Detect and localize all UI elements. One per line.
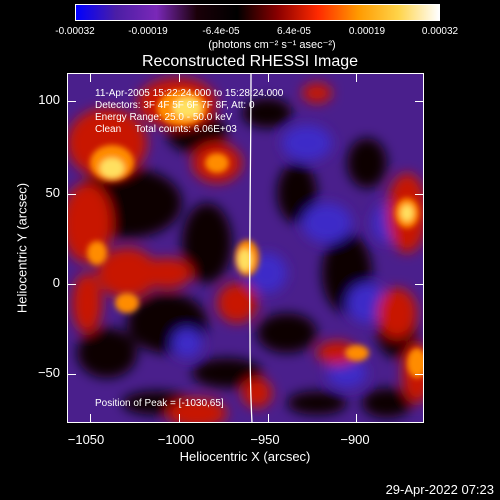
image-blob — [97, 248, 157, 298]
colorbar-units-label: (photons cm⁻² s⁻¹ asec⁻²) — [208, 39, 336, 51]
image-title: Reconstructed RHESSI Image — [141, 53, 359, 70]
image-blob — [287, 391, 347, 415]
colorbar-tick-label: -6.4e-05 — [202, 26, 240, 37]
image-blob — [72, 273, 102, 333]
y-tick-label: 50 — [45, 185, 60, 200]
time-range-label: 11-Apr-2005 15:22:24.000 to 15:28:24.000 — [95, 88, 284, 99]
y-tick-label: 100 — [38, 92, 60, 107]
image-blob — [205, 153, 229, 173]
x-tick-label: −1000 — [157, 432, 195, 447]
image-blob — [192, 358, 262, 388]
x-tick-label: −1050 — [67, 432, 105, 447]
x-axis-label: Heliocentric X (arcsec) — [179, 449, 311, 464]
x-tick-label: −950 — [250, 432, 280, 447]
energy-range-label: Energy Range: 25.0 - 50.0 keV — [95, 112, 233, 123]
image-blob — [277, 163, 317, 223]
method-counts-label: Clean Total counts: 6.06E+03 — [95, 124, 237, 135]
colorbar-tick-label: 6.4e-05 — [277, 26, 311, 37]
image-blob — [182, 203, 232, 283]
image-blob — [401, 205, 413, 221]
peak-position-label: Position of Peak = [-1030,65] — [95, 398, 224, 409]
image-blob — [142, 258, 192, 288]
rhessi-image[interactable]: 11-Apr-2005 15:22:24.000 to 15:28:24.000… — [67, 73, 424, 423]
image-blob — [115, 293, 139, 313]
y-tick-label: −50 — [37, 365, 60, 380]
image-blob — [345, 345, 369, 361]
image-blob — [242, 98, 292, 128]
image-blob — [242, 378, 272, 408]
colorbar-tick-label: 0.00019 — [348, 26, 386, 37]
image-blob — [327, 358, 367, 388]
y-axis-label: Heliocentric Y (arcsec) — [14, 182, 30, 314]
solar-limb-line — [249, 73, 253, 423]
render-timestamp: 29-Apr-2022 07:23 — [385, 482, 494, 497]
image-blob — [257, 313, 317, 353]
x-tick-label: −900 — [340, 432, 370, 447]
image-blob — [217, 283, 257, 323]
colorbar-tick-label: 0.00032 — [421, 26, 459, 37]
image-blob — [317, 341, 357, 365]
colorbar-tick-label: -0.00032 — [55, 26, 95, 37]
image-blob — [302, 203, 352, 243]
image-blob — [238, 249, 252, 271]
image-blob — [377, 288, 417, 338]
colorbar-tick-label: -0.00019 — [128, 26, 168, 37]
image-blob — [167, 398, 227, 423]
image-blob — [407, 348, 424, 378]
colorbar — [75, 4, 440, 21]
image-blob — [100, 158, 124, 178]
image-blob — [282, 125, 332, 161]
image-blob — [362, 388, 412, 418]
image-blob — [302, 83, 332, 103]
y-tick-label: 0 — [52, 275, 60, 290]
detectors-label: Detectors: 3F 4F 5F 6F 7F 8F, Att: 0 — [95, 100, 255, 111]
image-blob — [87, 241, 107, 265]
image-blob — [347, 138, 387, 188]
image-blob — [173, 98, 201, 118]
rhessi-image-map — [67, 73, 424, 423]
image-blob — [172, 328, 202, 358]
image-blob — [77, 328, 137, 378]
